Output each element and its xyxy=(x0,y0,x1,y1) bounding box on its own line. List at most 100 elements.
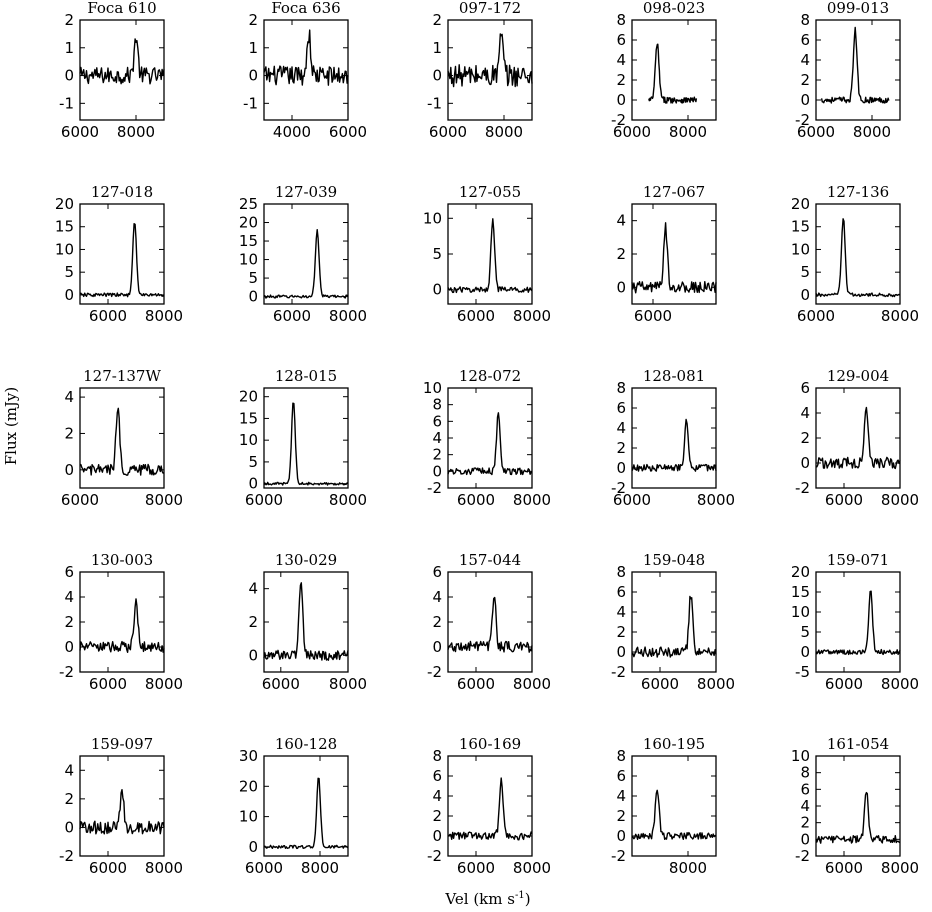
x-tick-label: 8000 xyxy=(513,307,551,325)
spectrum-panel: 097-172 6000 8000 -1 0 1 2 xyxy=(427,0,533,141)
x-tick-label: 6000 xyxy=(825,491,863,509)
y-tick-label: 8 xyxy=(616,379,626,397)
y-tick-label: 4 xyxy=(64,761,74,779)
panel-title: 127-067 xyxy=(643,183,705,201)
x-tick-label: 8000 xyxy=(145,675,183,693)
panel-title: 128-081 xyxy=(643,367,705,385)
y-tick-label: -1 xyxy=(427,94,442,112)
y-tick-label: 2 xyxy=(64,11,74,29)
spectrum-panel: 099-013 6000 8000 -2 0 2 4 6 8 xyxy=(795,0,901,141)
plot-frame xyxy=(79,387,165,489)
x-tick-label: 8000 xyxy=(513,675,551,693)
plot-frame xyxy=(815,203,901,305)
plot-frame xyxy=(631,755,717,857)
y-tick-label: 10 xyxy=(423,209,442,227)
spectrum-line xyxy=(79,222,165,298)
spectrum-line xyxy=(263,582,349,661)
plot-frame xyxy=(631,571,717,673)
x-axis-title-exponent: -1 xyxy=(515,890,525,901)
y-tick-label: 15 xyxy=(239,232,258,250)
y-tick-label: -2 xyxy=(611,479,626,497)
spectrum-line xyxy=(263,29,349,86)
spectrum-line xyxy=(815,406,901,470)
panel-title: Foca 636 xyxy=(271,0,340,17)
y-tick-label: 0 xyxy=(248,475,258,493)
spectrum-line xyxy=(79,598,165,653)
y-tick-label: 8 xyxy=(616,563,626,581)
y-tick-label: 2 xyxy=(64,613,74,631)
panel-title: 127-039 xyxy=(275,183,337,201)
x-tick-label: 6000 xyxy=(634,307,672,325)
spectrum-panel: 127-067 6000 0 2 4 xyxy=(616,183,717,325)
spectrum-line xyxy=(447,33,533,88)
y-tick-label: 2 xyxy=(248,11,258,29)
spectrum-line xyxy=(815,791,901,844)
y-tick-label: 15 xyxy=(791,218,810,236)
x-tick-label: 8000 xyxy=(145,859,183,877)
y-tick-label: 6 xyxy=(432,767,442,785)
y-tick-label: -2 xyxy=(59,663,74,681)
x-tick-label: 6000 xyxy=(825,675,863,693)
y-tick-label: 2 xyxy=(64,790,74,808)
spectrum-panel: 130-003 6000 8000 -2 0 2 4 6 xyxy=(59,551,183,693)
y-tick-label: 0 xyxy=(800,830,810,848)
y-tick-label: 8 xyxy=(800,764,810,782)
y-tick-label: 10 xyxy=(791,240,810,258)
x-tick-label: 8000 xyxy=(881,675,919,693)
y-tick-label: 1 xyxy=(432,39,442,57)
x-tick-label: 6000 xyxy=(457,675,495,693)
spectrum-panel: 127-018 6000 8000 0 5 10 15 20 xyxy=(55,183,183,325)
y-tick-label: 6 xyxy=(64,563,74,581)
y-tick-label: 5 xyxy=(64,263,74,281)
y-tick-label: 4 xyxy=(616,787,626,805)
spectrum-line xyxy=(263,777,349,850)
y-tick-label: 10 xyxy=(239,808,258,826)
y-tick-label: -5 xyxy=(795,663,810,681)
y-tick-label: 2 xyxy=(800,814,810,832)
x-tick-label: 8000 xyxy=(853,123,891,141)
panel-title: 159-097 xyxy=(91,735,153,753)
panel-title: 130-029 xyxy=(275,551,337,569)
y-tick-label: 0 xyxy=(64,67,74,85)
spectrum-panel: 130-029 6000 8000 0 2 4 xyxy=(248,551,367,693)
x-tick-label: 8000 xyxy=(881,491,919,509)
x-tick-label: 6000 xyxy=(457,491,495,509)
y-tick-label: 20 xyxy=(55,195,74,213)
panel-title: 160-128 xyxy=(275,735,337,753)
y-tick-label: 6 xyxy=(616,31,626,49)
x-tick-label: 6000 xyxy=(457,307,495,325)
y-tick-label: 2 xyxy=(616,807,626,825)
y-tick-label: -2 xyxy=(611,847,626,865)
x-tick-label: 6000 xyxy=(641,675,679,693)
y-tick-label: 10 xyxy=(791,747,810,765)
y-tick-label: 4 xyxy=(616,212,626,230)
y-tick-label: 2 xyxy=(616,439,626,457)
plot-frame xyxy=(631,387,717,489)
y-tick-label: -2 xyxy=(59,847,74,865)
spectrum-line xyxy=(447,596,533,653)
x-tick-label: 8000 xyxy=(329,307,367,325)
spectrum-line xyxy=(631,789,717,840)
y-tick-label: 0 xyxy=(64,818,74,836)
spectrum-panel: 157-044 6000 8000 -2 0 2 4 6 xyxy=(427,551,551,693)
y-tick-label: 4 xyxy=(800,797,810,815)
y-tick-label: 8 xyxy=(616,747,626,765)
y-tick-label: -2 xyxy=(427,479,442,497)
y-tick-label: 0 xyxy=(432,67,442,85)
panel-title: 127-055 xyxy=(459,183,521,201)
panel-title: 127-137W xyxy=(83,367,161,385)
x-tick-label: 6000 xyxy=(245,491,283,509)
panel-title: 157-044 xyxy=(459,551,521,569)
y-tick-label: 8 xyxy=(616,11,626,29)
y-tick-label: -1 xyxy=(243,94,258,112)
plot-frame xyxy=(447,755,533,857)
plot-frame xyxy=(79,571,165,673)
x-tick-label: 8000 xyxy=(697,675,735,693)
x-tick-label: 8000 xyxy=(513,491,551,509)
y-tick-label: 5 xyxy=(248,453,258,471)
y-tick-label: -2 xyxy=(795,479,810,497)
y-tick-label: 10 xyxy=(239,251,258,269)
x-tick-label: 6000 xyxy=(273,307,311,325)
